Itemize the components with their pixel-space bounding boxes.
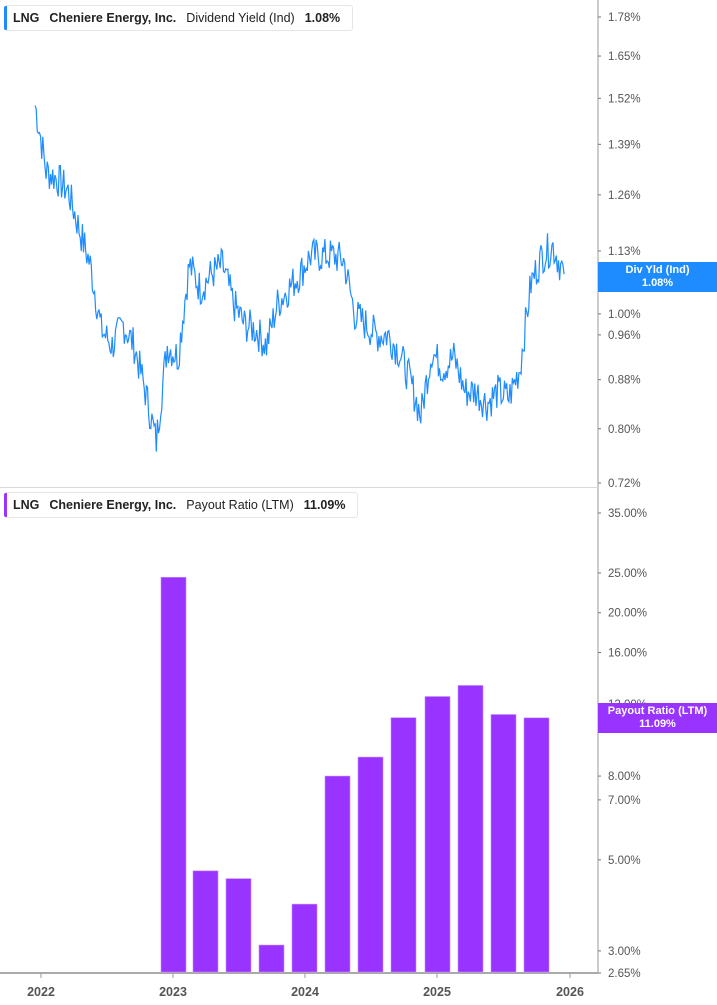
y-tick-label: 7.00% (608, 795, 641, 807)
payout-ratio-bar[interactable] (523, 717, 550, 973)
y-tick-label: 20.00% (608, 608, 647, 620)
y-tick-label: 25.00% (608, 568, 647, 580)
payout-ratio-panel: 35.00%25.00%20.00%16.00%12.00%8.00%7.00%… (0, 488, 717, 1005)
payout-ratio-legend[interactable]: LNG Cheniere Energy, Inc. Payout Ratio (… (4, 492, 359, 518)
dividend-yield-chart[interactable]: 1.78% 1.65% 1.52% 1.39% 1.26% 1.13% 1.00% 0.96%… (0, 0, 717, 488)
y-tick-label: 16.00% (608, 648, 647, 660)
y-tick-label: 1.78% (608, 12, 641, 24)
x-tick-label: 2026 (556, 985, 584, 999)
flag-label: Div Yld (Ind) (625, 264, 690, 276)
series-color-indicator (4, 493, 7, 517)
payout-ratio-bar[interactable] (424, 696, 451, 973)
payout-ratio-bar[interactable] (192, 870, 219, 973)
payout-ratio-chart[interactable]: 35.00%25.00%20.00%16.00%12.00%8.00%7.00%… (0, 488, 717, 1005)
x-tick-label: 2024 (291, 985, 319, 999)
dividend-yield-line[interactable] (34, 105, 565, 452)
payout-ratio-bar[interactable] (324, 775, 351, 973)
y-tick-label: 0.72% (608, 478, 641, 488)
payout-ratio-bar[interactable] (390, 717, 417, 973)
y-tick-label: 0.96% (608, 330, 641, 342)
y-tick-label: 5.00% (608, 855, 641, 867)
payout-ratio-bar[interactable] (357, 756, 384, 973)
legend-metric: Payout Ratio (LTM) (186, 498, 294, 512)
y-tick-label: 0.88% (608, 375, 641, 387)
flag-value: 11.09% (639, 718, 676, 730)
flag-label: Payout Ratio (LTM) (607, 705, 708, 717)
y-tick-label: 0.80% (608, 424, 641, 436)
x-tick-label: 2025 (423, 985, 451, 999)
y-tick-label: 1.65% (608, 51, 641, 63)
legend-metric: Dividend Yield (Ind) (186, 11, 295, 25)
y-tick-label: 3.00% (608, 946, 641, 958)
y-tick-label: 2.65% (608, 968, 641, 980)
y-tick-label: 1.39% (608, 139, 641, 151)
panel-divider (0, 487, 598, 488)
dividend-yield-panel: 1.78% 1.65% 1.52% 1.39% 1.26% 1.13% 1.00% 0.96%… (0, 0, 717, 488)
y-tick-label: 1.26% (608, 190, 641, 202)
payout-ratio-bar[interactable] (490, 714, 517, 973)
y-tick-label: 1.13% (608, 246, 641, 258)
legend-company: Cheniere Energy, Inc. (49, 498, 177, 512)
x-tick-label: 2023 (159, 985, 187, 999)
dividend-yield-value-flag: Div Yld (Ind) 1.08% (598, 262, 717, 292)
x-tick-label: 2022 (27, 985, 55, 999)
y-tick-label: 8.00% (608, 771, 641, 783)
series-color-indicator (4, 6, 7, 30)
y-tick-label: 35.00% (608, 508, 647, 520)
legend-company: Cheniere Energy, Inc. (49, 11, 177, 25)
legend-ticker: LNG (13, 498, 40, 512)
y-tick-label: 1.00% (608, 309, 641, 321)
payout-ratio-bar[interactable] (291, 903, 318, 973)
legend-value: 11.09% (303, 498, 346, 512)
legend-value: 1.08% (304, 11, 341, 25)
payout-ratio-bar[interactable] (225, 878, 252, 973)
payout-ratio-value-flag: Payout Ratio (LTM) 11.09% (598, 703, 717, 733)
y-tick-label: 1.52% (608, 93, 641, 105)
payout-ratio-bar[interactable] (258, 944, 285, 973)
payout-ratio-bar[interactable] (160, 577, 187, 973)
flag-value: 1.08% (641, 277, 674, 289)
legend-ticker: LNG (13, 11, 40, 25)
dividend-yield-legend[interactable]: LNG Cheniere Energy, Inc. Dividend Yield… (4, 5, 354, 31)
payout-ratio-bar[interactable] (457, 685, 484, 973)
